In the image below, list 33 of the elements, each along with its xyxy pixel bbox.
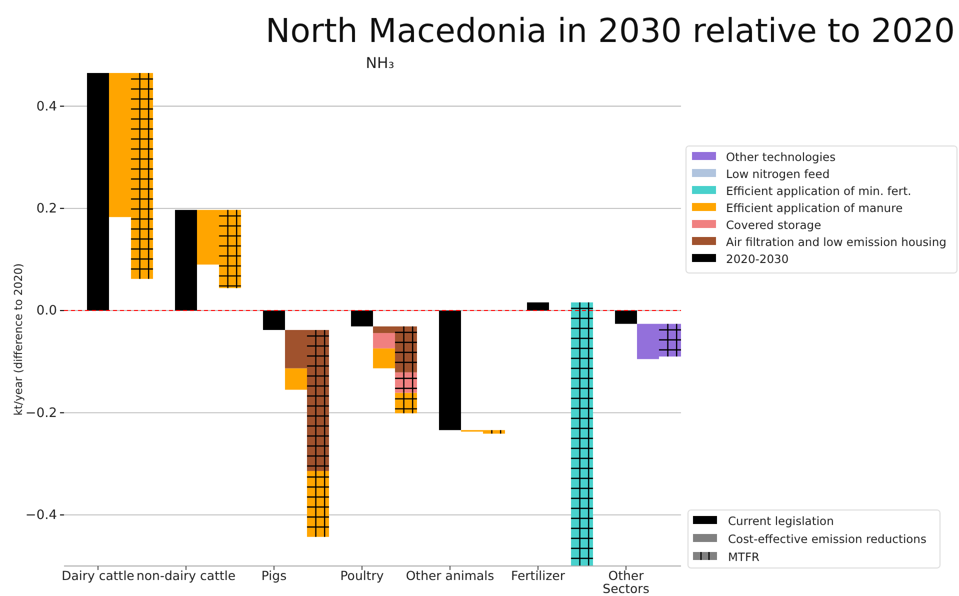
legend-label: Air filtration and low emission housing <box>726 235 946 249</box>
bar <box>87 73 109 311</box>
legend-label: Covered storage <box>726 218 822 232</box>
bar <box>285 368 307 390</box>
legend-label: 2020-2030 <box>726 252 789 266</box>
bar <box>175 210 197 311</box>
text: Cost-effective emission reductions <box>728 532 926 546</box>
text: Current legislation <box>728 514 834 528</box>
chart-subtitle: NH₃ <box>366 54 394 72</box>
bar <box>439 310 461 430</box>
x-tick-label: non-dairy cattle <box>136 568 236 583</box>
y-tick-label: −0.2 <box>25 406 57 421</box>
bar <box>351 310 373 326</box>
text: MTFR <box>728 550 760 564</box>
legend-label: Efficient application of min. fert. <box>726 184 912 198</box>
y-tick-label: 0.2 <box>36 202 57 217</box>
bar <box>615 310 637 324</box>
x-tick-label: Other Sectors <box>602 568 650 596</box>
y-axis-title: kt/year (difference to 2020) <box>12 263 25 416</box>
x-tick-label: Dairy cattle <box>62 568 135 583</box>
legend-label: Other technologies <box>726 150 836 164</box>
bar <box>527 302 549 311</box>
y-tick-label: 0.0 <box>36 304 57 319</box>
x-tick-label: Poultry <box>340 568 384 583</box>
x-tick-label: Fertilizer <box>510 568 566 583</box>
y-tick-label: −0.4 <box>25 508 57 524</box>
x-tick-label: Pigs <box>261 568 287 583</box>
legend-label: Efficient application of manure <box>726 201 903 215</box>
chart-title: North Macedonia in 2030 relative to 2020 <box>266 11 955 50</box>
bar <box>263 310 285 330</box>
x-tick-label: Other animals <box>406 568 494 583</box>
y-tick-label: 0.4 <box>36 99 57 114</box>
legend-label: Low nitrogen feed <box>726 167 830 181</box>
